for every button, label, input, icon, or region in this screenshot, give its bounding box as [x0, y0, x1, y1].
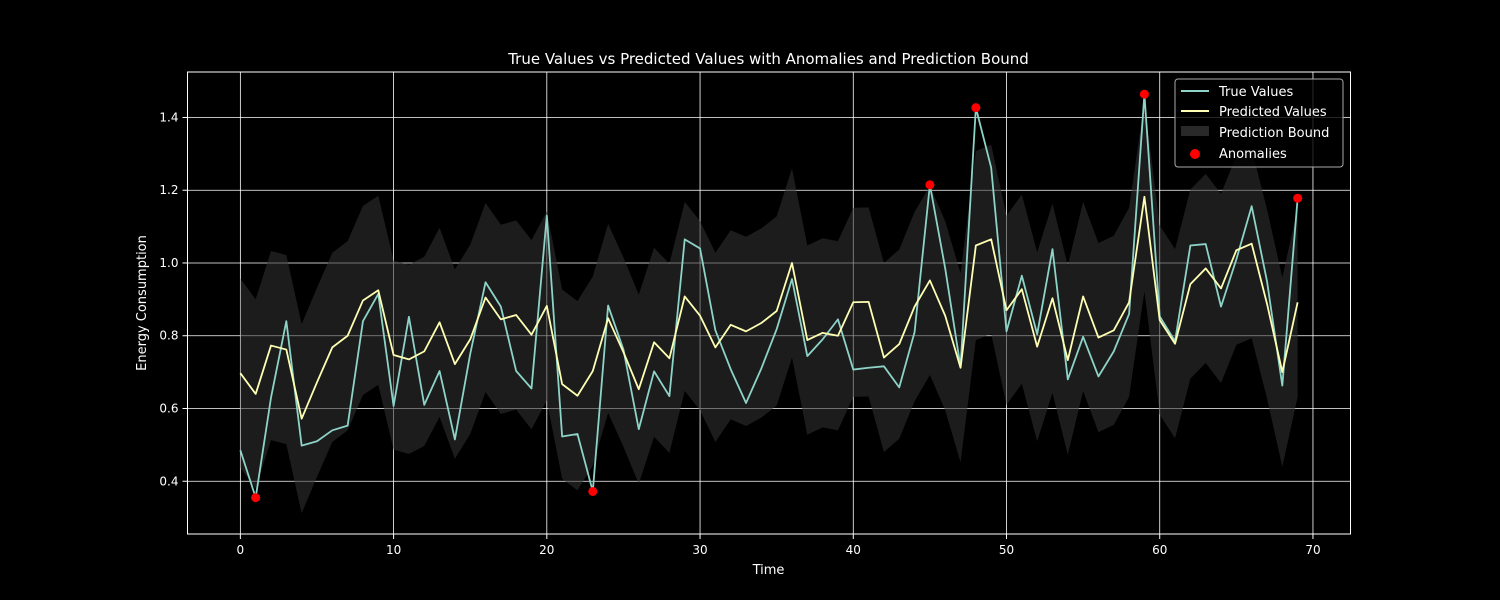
y-axis-label: Energy Consumption [135, 235, 150, 371]
anomaly-point-3 [971, 103, 981, 113]
legend-pred-label: Predicted Values [1219, 105, 1327, 120]
chart-title: True Values vs Predicted Values with Ano… [507, 50, 1029, 68]
legend-bound-label: Prediction Bound [1219, 126, 1329, 141]
y-tick-label-5: 1.4 [159, 110, 178, 124]
y-tick-label-1: 0.6 [159, 401, 178, 415]
x-tick-label-7: 70 [1305, 543, 1320, 557]
y-tick-label-2: 0.8 [159, 329, 178, 343]
legend-anomaly-swatch [1190, 149, 1200, 159]
y-tick-label-4: 1.2 [159, 183, 178, 197]
true-values-line [239, 93, 1299, 499]
anomaly-point-5 [1293, 193, 1303, 203]
x-axis-ticks: 0 10 20 30 40 50 60 70 [237, 534, 1321, 557]
y-tick-label-3: 1.0 [159, 256, 178, 270]
anomaly-point-2 [925, 180, 935, 190]
legend-true-label: True Values [1218, 85, 1293, 100]
prediction-bound-area [240, 102, 1298, 514]
x-tick-label-3: 30 [692, 543, 707, 557]
x-tick-label-0: 0 [237, 543, 245, 557]
anomaly-points [251, 89, 1303, 503]
legend-box [1174, 78, 1344, 168]
legend: True Values Predicted Values Prediction … [1174, 78, 1344, 168]
legend-bound-swatch [1181, 126, 1209, 136]
y-axis-ticks: 0.4 0.6 0.8 1.0 1.2 1.4 [159, 110, 188, 488]
y-tick-label-0: 0.4 [159, 474, 178, 488]
anomaly-point-1 [588, 486, 598, 496]
x-tick-label-4: 40 [846, 543, 861, 557]
x-tick-label-1: 10 [386, 543, 401, 557]
prediction-bound-fill [240, 102, 1298, 514]
predicted-values-line [239, 195, 1299, 420]
anomaly-point-0 [251, 493, 261, 503]
plot-frame [187, 71, 1351, 535]
anomaly-point-4 [1139, 89, 1149, 99]
x-tick-label-5: 50 [999, 543, 1014, 557]
x-tick-label-6: 60 [1152, 543, 1167, 557]
series-lines [239, 93, 1299, 499]
x-tick-label-2: 20 [539, 543, 554, 557]
x-axis-label: Time [752, 563, 785, 578]
legend-anomaly-label: Anomalies [1219, 147, 1287, 162]
